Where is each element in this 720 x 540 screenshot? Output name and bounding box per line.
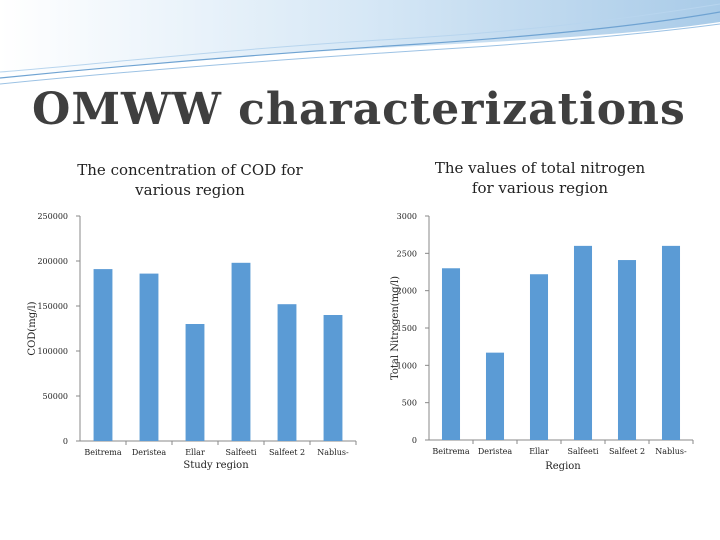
y-tick-label: 1000 xyxy=(397,361,417,370)
slide-title: OMWW characterizations xyxy=(32,84,686,135)
y-axis-title: Total Nitrogen(mg/l) xyxy=(390,276,401,380)
cod-bar-chart: 0 50000 100000 150000 200000 250000 Beitrema De… xyxy=(27,212,357,471)
x-category-label: Beitrema xyxy=(432,447,470,456)
y-tick-label: 50000 xyxy=(43,392,68,401)
bar-salfeeti xyxy=(573,245,593,440)
x-category-label: Nablus- xyxy=(317,448,349,457)
x-category-label: Deristea xyxy=(132,448,167,457)
bar-beitrema xyxy=(441,268,461,440)
x-category-label: Salfeet 2 xyxy=(269,448,305,457)
y-tick-label: 2500 xyxy=(397,249,417,258)
x-category-label: Ellar xyxy=(529,447,549,456)
bar-salfeeti xyxy=(231,262,251,441)
bar-salfeet-2 xyxy=(617,260,637,440)
x-category-label: Deristea xyxy=(478,447,513,456)
x-category-label: Beitrema xyxy=(84,448,122,457)
y-tick-label: 0 xyxy=(412,436,417,445)
x-axis-title: Study region xyxy=(183,460,249,471)
bar-beitrema xyxy=(93,269,113,441)
bar-ellar xyxy=(185,324,205,441)
y-tick-label: 2000 xyxy=(397,287,417,296)
y-tick-label: 250000 xyxy=(37,212,68,221)
bar-nablus xyxy=(323,315,343,441)
bar-deristea xyxy=(139,273,159,441)
x-category-label: Salfeeti xyxy=(225,448,256,457)
y-tick-label: 150000 xyxy=(37,302,68,311)
y-tick-label: 3000 xyxy=(397,212,417,221)
bar-deristea xyxy=(485,352,505,440)
x-category-label: Salfeet 2 xyxy=(609,447,645,456)
y-tick-label: 100000 xyxy=(37,347,68,356)
bar-ellar xyxy=(529,274,549,440)
y-tick-label: 0 xyxy=(63,437,68,446)
x-axis-title: Region xyxy=(545,461,581,472)
nitrogen-chart-title: The values of total nitrogen for various… xyxy=(434,159,646,197)
y-tick-label: 200000 xyxy=(37,257,68,266)
bar-nablus xyxy=(661,245,681,440)
header-banner-decoration xyxy=(0,0,720,85)
y-tick-label: 1500 xyxy=(397,324,417,333)
y-axis-title: COD(mg/l) xyxy=(27,301,38,355)
y-tick-label: 500 xyxy=(402,399,417,408)
cod-chart-title: The concentration of COD for various reg… xyxy=(77,161,303,199)
bar-salfeet-2 xyxy=(277,304,297,441)
x-category-label: Salfeeti xyxy=(567,447,598,456)
x-category-label: Nablus- xyxy=(655,447,687,456)
x-category-label: Ellar xyxy=(185,448,205,457)
